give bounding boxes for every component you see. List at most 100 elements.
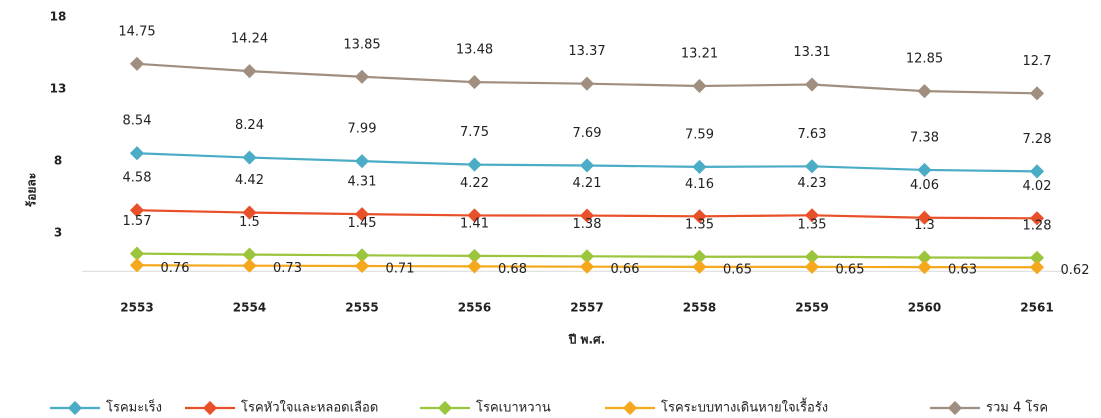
data-point [579, 259, 595, 274]
data-label: 7.28 [1023, 132, 1052, 147]
legend-label: โรคระบบทางเดินหายใจเรื้อรัง [661, 398, 828, 416]
data-point [804, 208, 820, 223]
data-point [467, 248, 482, 263]
data-label: 1.28 [1023, 218, 1052, 233]
x-tick-label: 2555 [345, 301, 378, 315]
data-label: 12.7 [1023, 54, 1052, 69]
data-point [917, 210, 932, 225]
x-tick-label: 2559 [795, 301, 828, 315]
data-point [804, 249, 820, 264]
data-point [1029, 260, 1045, 275]
data-label: 8.24 [235, 118, 264, 133]
data-label: 0.62 [1061, 263, 1090, 278]
x-tick-label: 2554 [233, 301, 266, 315]
legend-marker [437, 400, 453, 416]
data-label: 7.99 [348, 122, 377, 137]
data-label: 4.21 [573, 176, 602, 191]
legend-marker [622, 400, 638, 416]
data-point [917, 250, 932, 265]
data-label: 13.85 [343, 37, 380, 52]
y-tick-label: 3 [54, 226, 62, 240]
data-label: 4.22 [460, 176, 489, 191]
data-point [917, 162, 932, 177]
data-point [917, 84, 932, 99]
legend-label: โรคเบาหวาน [476, 400, 551, 416]
data-point [579, 76, 595, 91]
data-point [354, 207, 370, 222]
data-point [354, 248, 370, 263]
data-label: 4.23 [798, 176, 827, 191]
data-point [692, 209, 707, 224]
data-label: 14.24 [231, 32, 268, 47]
data-label: 0.65 [836, 262, 865, 277]
data-label: 1.45 [348, 216, 377, 231]
data-label: 4.06 [910, 178, 939, 193]
data-point [579, 208, 595, 223]
data-label: 7.38 [910, 130, 939, 145]
data-point [467, 208, 482, 223]
data-label: 0.71 [386, 261, 415, 276]
data-label: 12.85 [906, 52, 943, 67]
data-label: 7.63 [798, 127, 827, 142]
x-tick-label: 2557 [570, 301, 603, 315]
data-label: 0.73 [273, 261, 302, 276]
data-label: 13.48 [456, 43, 493, 58]
data-point [1029, 211, 1045, 226]
data-label: 1.38 [573, 217, 602, 232]
data-label: 13.21 [681, 46, 718, 61]
data-point [467, 259, 482, 274]
data-label: 1.35 [798, 217, 827, 232]
data-label: 13.37 [568, 44, 605, 59]
data-label: 7.69 [573, 126, 602, 141]
data-point [804, 77, 820, 92]
data-point [1029, 164, 1045, 179]
data-label: 0.68 [498, 262, 527, 277]
x-axis-label: ปี พ.ศ. [568, 333, 605, 347]
data-point [917, 260, 932, 275]
data-point [692, 249, 707, 264]
legend-marker [67, 400, 83, 416]
data-point [1029, 86, 1045, 101]
data-label: 4.31 [348, 175, 377, 190]
data-point [692, 159, 707, 174]
x-tick-label: 2556 [458, 301, 491, 315]
y-tick-label: 18 [50, 10, 67, 24]
x-tick-label: 2560 [908, 301, 941, 315]
data-label: 13.31 [793, 45, 830, 60]
data-label: 8.54 [123, 114, 152, 129]
data-point [804, 259, 820, 274]
data-label: 1.3 [914, 218, 935, 233]
data-point [129, 146, 145, 161]
data-label: 1.57 [123, 214, 152, 229]
data-point [242, 205, 257, 220]
data-point [354, 258, 370, 274]
data-point [129, 56, 145, 71]
x-tick-label: 2558 [683, 301, 716, 315]
data-label: 0.66 [611, 262, 640, 277]
y-tick-label: 13 [50, 82, 67, 96]
data-label: 1.35 [685, 217, 714, 232]
data-point [579, 249, 595, 264]
data-point [579, 158, 595, 173]
x-tick-label: 2561 [1020, 301, 1053, 315]
data-label: 7.59 [685, 127, 714, 142]
legend-marker [202, 400, 218, 416]
data-point [692, 259, 707, 274]
x-tick-label: 2553 [120, 301, 153, 315]
data-point [129, 203, 145, 218]
data-label: 7.75 [460, 125, 489, 140]
data-label: 4.58 [123, 171, 152, 186]
data-point [1029, 250, 1045, 265]
legend-marker [947, 400, 963, 416]
data-label: 1.41 [460, 216, 489, 231]
data-point [354, 69, 370, 84]
data-point [467, 157, 482, 172]
data-label: 4.02 [1023, 179, 1052, 194]
data-label: 14.75 [118, 24, 155, 39]
data-point [242, 64, 257, 79]
data-label: 0.65 [723, 262, 752, 277]
data-label: 0.76 [161, 261, 190, 276]
data-point [804, 159, 820, 174]
legend-label: โรคหัวใจและหลอดเลือด [241, 400, 378, 416]
